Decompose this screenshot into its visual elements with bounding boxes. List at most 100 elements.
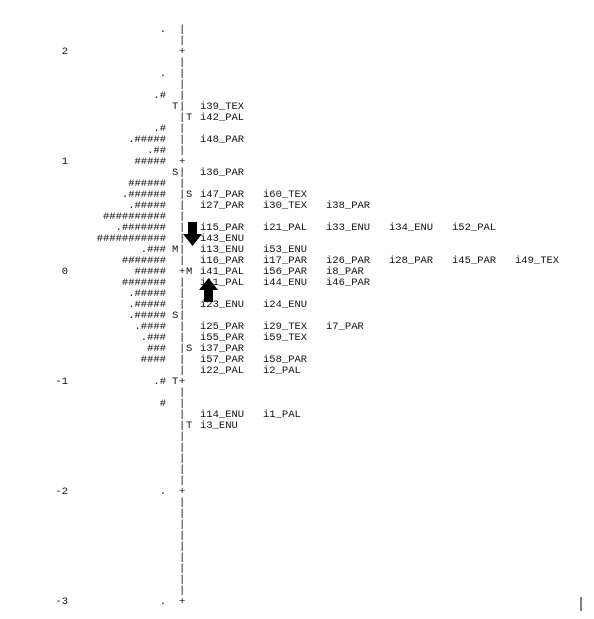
separator: | [179, 442, 186, 454]
person-bar: # [159, 398, 166, 410]
separator: | [179, 332, 186, 344]
item-label: i15_PAR [200, 222, 245, 234]
item-label: i44_ENU [263, 277, 308, 289]
person-bar: .##### [128, 310, 166, 322]
separator: | [179, 431, 186, 443]
item-label: i36_PAR [200, 167, 245, 179]
person-marker: M [172, 244, 179, 256]
separator: | [179, 222, 186, 234]
item-label: i56_PAR [263, 266, 308, 278]
item-label: i28_PAR [389, 255, 434, 267]
separator: | [179, 497, 186, 509]
separator: | [179, 508, 186, 520]
separator: | [179, 68, 186, 80]
separator: | [179, 420, 186, 432]
person-bar: ##### [134, 266, 166, 278]
item-label: i33_ENU [326, 222, 371, 234]
separator: | [179, 255, 186, 267]
item-label: i14_ENU [200, 409, 245, 421]
separator: | [179, 101, 186, 113]
separator: | [179, 343, 186, 355]
item-label: i59_TEX [263, 332, 308, 344]
separator: | [179, 277, 186, 289]
person-bar: .##### [128, 200, 166, 212]
separator: | [179, 288, 186, 300]
item-label: i41_PAL [200, 266, 245, 278]
person-marker: S [172, 167, 179, 179]
item-label: i34_ENU [389, 222, 434, 234]
item-label: i2_PAL [263, 365, 301, 377]
down-arrow [183, 222, 202, 246]
item-label: i45_PAR [452, 255, 497, 267]
item-label: i37_PAR [200, 343, 245, 355]
person-bar: .####### [115, 222, 166, 234]
separator: | [179, 57, 186, 69]
item-label: i30_TEX [263, 200, 308, 212]
item-label: i52_PAL [452, 222, 497, 234]
separator: | [179, 519, 186, 531]
person-marker: T [172, 376, 179, 388]
person-bar: ####### [121, 277, 166, 289]
item-label: i58_PAR [263, 354, 308, 366]
separator: | [179, 233, 186, 245]
separator: | [179, 563, 186, 575]
separator: + [179, 156, 186, 168]
item-label: i1_PAL [263, 409, 301, 421]
item-marker: S [186, 343, 193, 355]
separator: + [179, 376, 186, 388]
item-label: i17_PAR [263, 255, 308, 267]
item-label: i39_TEX [200, 101, 245, 113]
person-bar: ########### [96, 233, 166, 245]
scale-label: 0 [61, 266, 68, 278]
item-label: i27_PAR [200, 200, 245, 212]
separator: | [179, 112, 186, 124]
person-bar: .#### [134, 321, 166, 333]
person-bar: . [159, 24, 166, 36]
separator: | [179, 24, 186, 36]
separator: | [179, 541, 186, 553]
item-marker: M [186, 266, 193, 278]
person-bar: ##### [134, 156, 166, 168]
separator: | [179, 189, 186, 201]
separator: + [179, 46, 186, 58]
item-label: i60_TEX [263, 189, 308, 201]
separator: | [179, 35, 186, 47]
person-bar: .### [140, 244, 166, 256]
scale-label: -3 [55, 596, 68, 608]
separator: | [179, 464, 186, 476]
separator: | [179, 123, 186, 135]
person-bar: .### [140, 332, 166, 344]
person-bar: .# [153, 123, 166, 135]
item-marker: S [186, 189, 193, 201]
separator: | [179, 552, 186, 564]
person-bar: ####### [121, 255, 166, 267]
scale-label: -1 [55, 376, 68, 388]
separator: | [179, 409, 186, 421]
item-label: i49_TEX [515, 255, 560, 267]
person-marker: S [172, 310, 179, 322]
item-label: i3_ENU [200, 420, 238, 432]
person-bar: ########## [102, 211, 166, 223]
item-label: i7_PAR [326, 321, 364, 333]
person-marker: T [172, 101, 179, 113]
separator: | [179, 365, 186, 377]
person-bar: .###### [121, 189, 166, 201]
separator: | [179, 178, 186, 190]
separator: | [179, 310, 186, 322]
separator: | [179, 90, 186, 102]
person-bar: ### [147, 343, 166, 355]
separator: | [179, 79, 186, 91]
item-label: i26_PAR [326, 255, 371, 267]
item-label: i21_PAL [263, 222, 308, 234]
separator: | [179, 387, 186, 399]
person-bar: .##### [128, 134, 166, 146]
separator: | [179, 299, 186, 311]
item-label: i47_PAR [200, 189, 245, 201]
person-bar: . [159, 68, 166, 80]
separator: + [179, 266, 186, 278]
item-label: i16_PAR [200, 255, 245, 267]
item-label: i55_PAR [200, 332, 245, 344]
person-bar: . [159, 486, 166, 498]
separator: | [179, 398, 186, 410]
